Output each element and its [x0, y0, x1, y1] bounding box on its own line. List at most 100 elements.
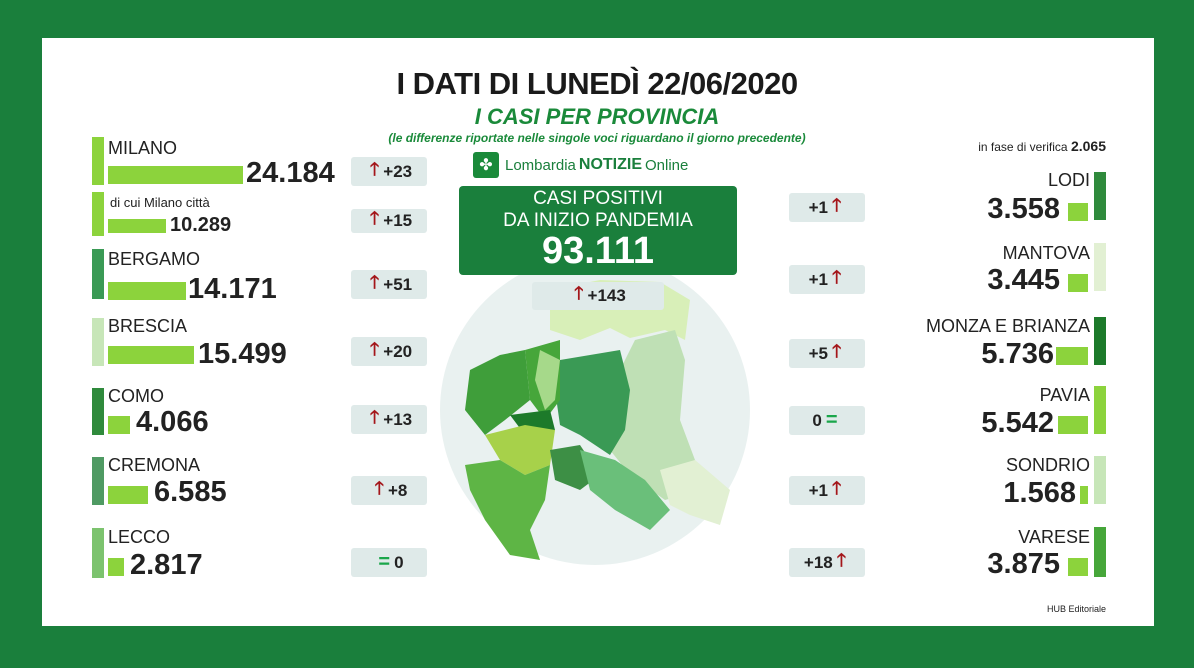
page-subtitle: I CASI PER PROVINCIA	[474, 104, 720, 129]
logo-icon: ✤	[473, 152, 499, 178]
value-bar	[1058, 416, 1088, 434]
delta-badge: +1 🡑	[789, 265, 865, 294]
delta-value: 0	[812, 410, 822, 430]
total-delta-value: +143	[587, 286, 626, 305]
delta-value: +1	[808, 197, 828, 217]
province-name: MILANO	[108, 138, 178, 158]
delta-value: +8	[387, 480, 408, 500]
value-bar	[108, 219, 166, 233]
delta-badge: +1 🡑	[789, 193, 865, 222]
page-note: (le differenze riportate nelle singole v…	[388, 131, 806, 145]
color-strip	[1094, 386, 1106, 434]
verifica-value: 2.065	[1070, 138, 1106, 154]
province-name: BERGAMO	[108, 249, 201, 269]
equal-icon: =	[378, 551, 391, 573]
delta-value: 0	[394, 552, 404, 572]
province-name: BRESCIA	[108, 316, 188, 336]
delta-value: +20	[383, 341, 413, 361]
province-value: 3.445	[987, 264, 1060, 296]
delta-badge: 🡑 +8	[351, 476, 427, 505]
logo-text-brand: NOTIZIE	[578, 156, 642, 173]
province-value: 5.542	[981, 407, 1054, 439]
value-bar	[1068, 274, 1088, 292]
color-strip	[1094, 317, 1106, 365]
province-name: VARESE	[1018, 527, 1090, 547]
color-strip	[92, 388, 104, 435]
province-value: 3.875	[987, 548, 1060, 580]
delta-value: +15	[383, 211, 413, 230]
province-value: 15.499	[198, 338, 287, 370]
color-strip	[1094, 527, 1106, 577]
delta-value: +1	[808, 480, 828, 500]
equal-icon: =	[825, 409, 838, 431]
province-value: 6.585	[154, 476, 227, 508]
page-title: I DATI DI LUNEDÌ 22/06/2020	[396, 66, 798, 101]
delta-value: +5	[808, 343, 828, 363]
arrow-up-icon: 🡑	[832, 477, 842, 498]
verifica-text: in fase di verifica	[978, 140, 1068, 154]
delta-badge: +1 🡑	[789, 476, 865, 505]
province-name: PAVIA	[1039, 385, 1090, 405]
delta-value: +18	[803, 552, 833, 572]
total-line2: DA INIZIO PANDEMIA	[503, 210, 693, 231]
province-name: LODI	[1047, 170, 1090, 190]
province-name: COMO	[108, 386, 164, 406]
province-value: 2.817	[130, 549, 203, 581]
province-value: 10.289	[170, 214, 232, 236]
delta-badge: = 0	[351, 548, 427, 577]
color-strip	[1094, 172, 1106, 220]
arrow-up-icon: 🡑	[369, 208, 380, 228]
total-line1: CASI POSITIVI	[533, 188, 663, 209]
delta-badge: 🡑 +15	[351, 208, 427, 233]
province-name: SONDRIO	[1005, 455, 1090, 475]
province-name: di cui Milano città	[110, 195, 210, 210]
province-name: MONZA E BRIANZA	[925, 316, 1090, 336]
arrow-up-icon: 🡑	[369, 271, 380, 292]
logo-text-post: Online	[645, 156, 689, 174]
province-value: 14.171	[188, 273, 277, 305]
value-bar	[1068, 203, 1088, 221]
arrow-up-icon: 🡑	[832, 266, 842, 287]
arrow-up-icon: 🡑	[836, 549, 847, 570]
delta-badge: 🡑 +51	[351, 270, 427, 299]
province-name: MANTOVA	[1002, 243, 1090, 263]
logo-text-pre: Lombardia	[505, 156, 576, 174]
total-value: 93.111	[541, 230, 655, 272]
delta-badge: +18 🡑	[789, 548, 865, 577]
color-strip	[92, 318, 104, 366]
province-value: 3.558	[987, 193, 1060, 225]
verifica-label: in fase di verifica 2.065	[978, 138, 1106, 154]
color-strip	[92, 528, 104, 578]
total-box: CASI POSITIVI DA INIZIO PANDEMIA 93.111	[459, 186, 737, 275]
value-bar	[1056, 347, 1088, 365]
delta-badge: 0 =	[789, 406, 865, 435]
delta-value: +23	[383, 161, 413, 181]
province-value: 1.568	[1003, 477, 1076, 509]
value-bar	[1068, 558, 1088, 576]
province-value: 24.184	[246, 157, 335, 189]
delta-badge: +5 🡑	[789, 339, 865, 368]
delta-badge: 🡑 +20	[351, 337, 427, 366]
arrow-up-icon: 🡑	[374, 477, 384, 498]
value-bar	[108, 558, 124, 576]
footer-credit: HUB Editoriale	[1046, 604, 1106, 614]
value-bar	[108, 166, 243, 184]
color-strip	[92, 457, 104, 505]
color-strip	[92, 137, 104, 185]
color-strip	[1094, 243, 1106, 291]
province-name: LECCO	[108, 527, 171, 547]
logo: ✤ Lombardia NOTIZIE Online	[473, 150, 688, 180]
value-bar	[108, 486, 148, 504]
value-bar	[108, 346, 194, 364]
arrow-up-icon: 🡑	[369, 406, 380, 427]
arrow-up-icon: 🡑	[832, 340, 842, 361]
color-strip	[92, 192, 104, 236]
value-bar	[1080, 486, 1088, 504]
province-value: 4.066	[136, 406, 209, 438]
delta-badge: 🡑 +13	[351, 405, 427, 434]
province-name: CREMONA	[108, 455, 201, 475]
arrow-up-icon: 🡑	[369, 338, 380, 359]
value-bar	[108, 282, 186, 300]
value-bar	[108, 416, 130, 434]
delta-value: +51	[383, 274, 413, 294]
